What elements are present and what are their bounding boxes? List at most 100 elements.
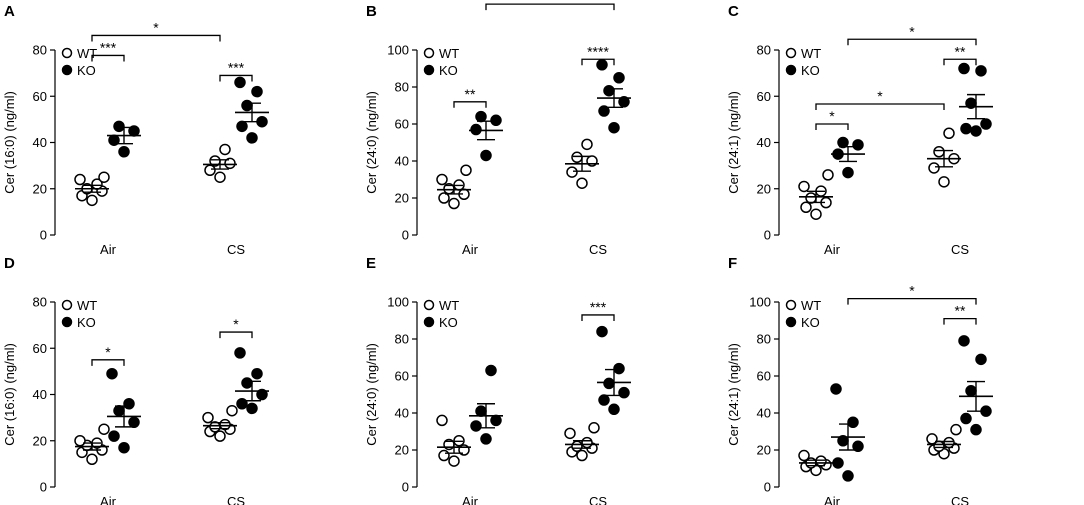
x-category-label: CS xyxy=(589,242,607,257)
legend-ko-marker xyxy=(61,64,73,76)
data-point xyxy=(847,416,859,428)
x-category-label: Air xyxy=(824,242,841,257)
panel-label: A xyxy=(4,3,15,20)
significance-bracket: *** xyxy=(91,39,125,62)
data-point xyxy=(113,404,125,417)
y-tick-label: 100 xyxy=(749,295,771,310)
data-point xyxy=(490,114,502,127)
y-tick-label: 60 xyxy=(33,89,47,104)
panel-label: D xyxy=(4,255,15,272)
y-tick-label: 40 xyxy=(757,406,771,421)
data-point xyxy=(613,72,625,84)
data-point xyxy=(975,353,987,366)
data-point xyxy=(970,125,982,137)
y-tick-label: 40 xyxy=(33,135,47,150)
y-tick-label: 0 xyxy=(764,228,771,243)
legend: WT KO xyxy=(785,46,821,78)
significance-bracket: *** xyxy=(219,59,253,82)
bracket-line xyxy=(581,314,615,321)
y-tick-label: 40 xyxy=(395,154,409,169)
data-point xyxy=(566,166,578,178)
legend: WT KO xyxy=(785,298,821,330)
data-point xyxy=(618,386,630,399)
y-tick-label: 80 xyxy=(395,80,409,95)
significance-label: **** xyxy=(587,43,609,59)
bracket-line xyxy=(91,54,125,62)
chart-svg-B: B 0 20 40 60 80 100 Cer (24:0) (ng/ml) Air CS WT KO… xyxy=(364,0,631,257)
legend-wt-label: WT xyxy=(77,298,97,313)
data-point xyxy=(950,423,962,436)
data-point xyxy=(598,105,610,117)
significance-bracket: **** xyxy=(581,43,615,66)
significance-bracket: * xyxy=(219,316,253,339)
data-point xyxy=(852,440,864,453)
bracket-line xyxy=(91,34,221,42)
data-point xyxy=(852,139,864,151)
legend-wt-label: WT xyxy=(77,46,97,61)
data-point xyxy=(98,171,110,183)
y-tick-label: 0 xyxy=(40,228,47,243)
significance-label: * xyxy=(829,108,835,124)
data-point xyxy=(480,149,492,162)
legend-wt-marker xyxy=(785,47,797,59)
legend: WT KO xyxy=(61,46,97,78)
data-point xyxy=(480,433,492,445)
data-point xyxy=(608,121,620,134)
data-point xyxy=(241,99,253,112)
panel-label: E xyxy=(366,255,376,272)
data-point xyxy=(113,120,125,133)
data-point xyxy=(234,347,246,359)
data-point xyxy=(204,164,216,176)
significance-bracket: * xyxy=(815,108,849,130)
panel-label: F xyxy=(728,255,737,272)
legend: WT KO xyxy=(423,298,459,330)
significance-bracket: * xyxy=(847,283,977,305)
data-point xyxy=(943,127,955,139)
data-point xyxy=(598,394,610,406)
x-category-label: Air xyxy=(100,242,117,257)
x-category-label: CS xyxy=(227,242,245,257)
data-point xyxy=(842,166,854,179)
data-point xyxy=(842,470,854,482)
x-category-label: CS xyxy=(951,242,969,257)
significance-bracket: * xyxy=(91,19,221,42)
data-point xyxy=(485,364,497,377)
data-point xyxy=(603,84,615,97)
legend-ko-marker xyxy=(423,64,435,76)
y-tick-label: 0 xyxy=(764,480,771,495)
significance-bracket: * xyxy=(91,344,125,366)
legend-ko-marker xyxy=(61,316,73,328)
data-point xyxy=(926,433,938,445)
y-tick-label: 20 xyxy=(757,443,771,458)
y-axis-label: Cer (16:0) (ng/ml) xyxy=(2,343,17,446)
y-tick-label: 20 xyxy=(395,443,409,458)
data-point xyxy=(214,430,226,442)
y-tick-label: 60 xyxy=(395,369,409,384)
data-point xyxy=(246,132,258,144)
y-tick-label: 40 xyxy=(395,406,409,421)
data-point xyxy=(618,96,630,108)
data-point xyxy=(830,383,842,395)
x-category-label: Air xyxy=(462,494,479,505)
y-tick-label: 80 xyxy=(395,332,409,347)
data-point xyxy=(958,335,970,347)
bracket-line xyxy=(91,359,125,366)
significance-label: * xyxy=(909,283,915,299)
data-point xyxy=(832,457,844,469)
significance-label: *** xyxy=(228,59,245,75)
legend-wt-marker xyxy=(423,299,435,311)
data-point xyxy=(448,455,460,467)
data-point xyxy=(581,138,593,151)
data-point xyxy=(800,201,812,213)
bracket-line xyxy=(219,74,253,82)
data-point xyxy=(234,76,246,89)
bracket-line xyxy=(815,103,945,110)
panel-label: B xyxy=(366,3,377,20)
y-axis-label: Cer (24:1) (ng/ml) xyxy=(726,91,741,194)
significance-label: ** xyxy=(955,303,966,319)
data-point xyxy=(128,416,140,428)
legend-ko-label: KO xyxy=(801,63,820,78)
significance-label: *** xyxy=(590,299,607,315)
significance-label: * xyxy=(909,23,915,39)
